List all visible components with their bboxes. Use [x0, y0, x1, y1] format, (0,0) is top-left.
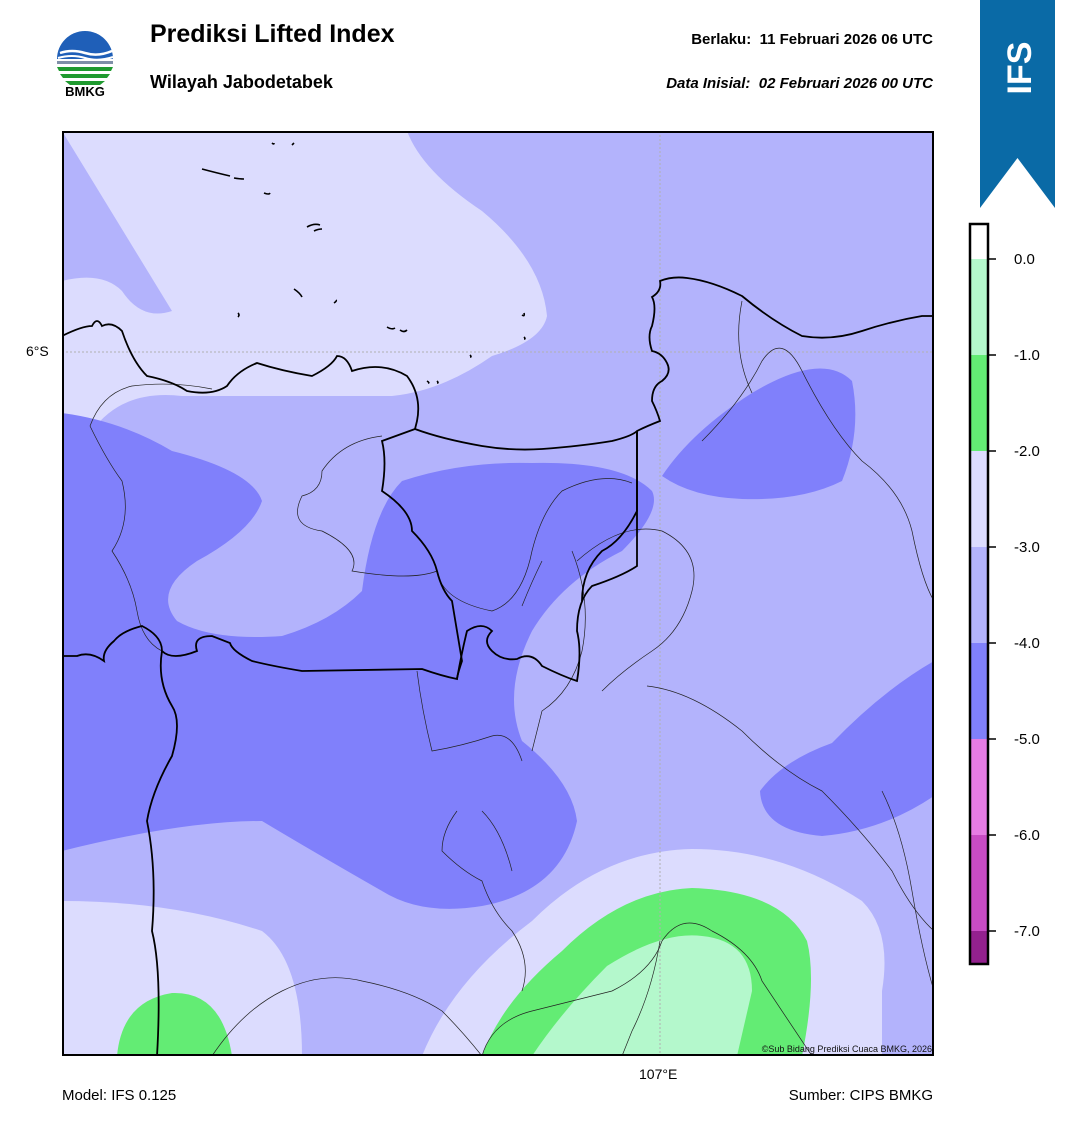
contour-green-southwest: [117, 992, 232, 1056]
contour-dark-west: [62, 413, 654, 909]
lat-label: 6°S: [26, 343, 49, 359]
colorbar-frame: [968, 222, 990, 966]
colorbar-band: [970, 259, 988, 355]
colorbar: 0.0 -1.0 -2.0 -3.0 -4.0 -5.0 -6.0 -7.0: [968, 222, 1040, 966]
model-label: Model: IFS 0.125: [62, 1087, 177, 1104]
logo-text: BMKG: [65, 84, 105, 99]
thousand-islands: [201, 142, 526, 384]
colorbar-tick-label: 0.0: [1014, 251, 1035, 268]
init-time: Data Inisial: 02 Februari 2026 00 UTC: [666, 75, 933, 92]
contour-lightgreen-core: [532, 935, 752, 1056]
valid-time: Berlaku: 11 Februari 2026 06 UTC: [691, 31, 933, 48]
colorbar-band: [970, 451, 988, 547]
colorbar-tick-label: -4.0: [1014, 635, 1040, 652]
province-borders: [62, 428, 638, 1056]
coastline-java-north: [62, 276, 934, 451]
valid-value: 11 Februari 2026 06 UTC: [759, 31, 933, 48]
colorbar-band: [970, 835, 988, 931]
init-label: Data Inisial:: [666, 75, 751, 92]
valid-label: Berlaku:: [691, 31, 752, 48]
colorbar-tick-label: -3.0: [1014, 539, 1040, 556]
contour-dark-east-lower: [760, 661, 934, 836]
colorbar-band: [970, 547, 988, 643]
page-subtitle: Wilayah Jabodetabek: [150, 72, 333, 92]
colorbar-tick-label: -2.0: [1014, 443, 1040, 460]
district-borders: [89, 300, 934, 1056]
colorbar-tick-label: -5.0: [1014, 731, 1040, 748]
colorbar-band: [970, 643, 988, 739]
colorbar-band: [970, 931, 988, 964]
contour-light-north: [62, 131, 547, 451]
colorbar-ticks: 0.0 -1.0 -2.0 -3.0 -4.0 -5.0 -6.0 -7.0: [988, 251, 1040, 940]
contour-dark-east-upper: [662, 368, 856, 500]
source-label: Sumber: CIPS BMKG: [788, 1087, 933, 1104]
colorbar-tick-label: -7.0: [1014, 923, 1040, 940]
colorbar-tick-label: -6.0: [1014, 827, 1040, 844]
colorbar-band: [970, 355, 988, 451]
copyright-text: ©Sub Bidang Prediksi Cuaca BMKG, 2026: [762, 1044, 932, 1054]
lifted-index-map: ©Sub Bidang Prediksi Cuaca BMKG, 2026: [62, 131, 934, 1056]
contour-light-southwest: [62, 901, 302, 1056]
lon-label: 107°E: [639, 1066, 678, 1082]
init-value: 02 Februari 2026 00 UTC: [758, 75, 933, 92]
colorbar-tick-label: -1.0: [1014, 347, 1040, 364]
ifs-badge: IFS: [980, 0, 1055, 208]
badge-text: IFS: [1001, 42, 1039, 95]
colorbar-bands: [970, 224, 988, 964]
page-title: Prediksi Lifted Index: [150, 20, 395, 48]
colorbar-band: [970, 224, 988, 259]
badge-shape: [980, 0, 1055, 208]
colorbar-band: [970, 739, 988, 835]
bmkg-logo: [55, 31, 115, 92]
